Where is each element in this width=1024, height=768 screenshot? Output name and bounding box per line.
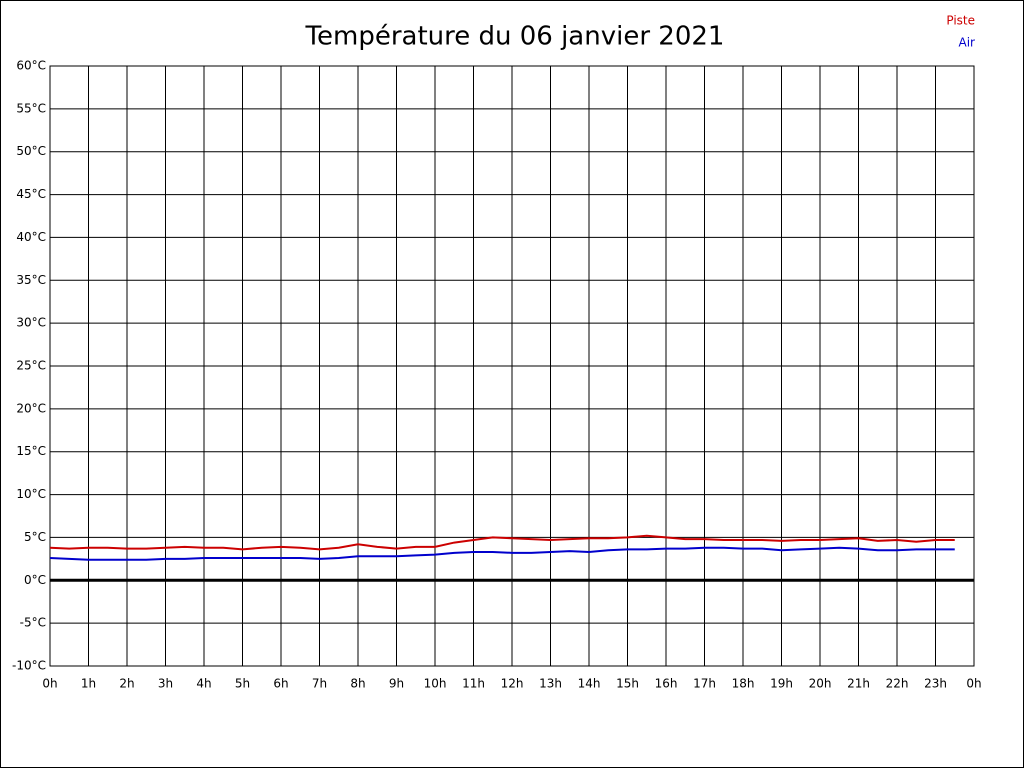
y-tick-label: 55°C bbox=[16, 101, 46, 115]
y-tick-label: -5°C bbox=[20, 616, 46, 630]
y-tick-label: 5°C bbox=[24, 530, 46, 544]
y-tick-label: 40°C bbox=[16, 230, 46, 244]
x-tick-label: 20h bbox=[809, 677, 832, 691]
series-line bbox=[49, 534, 955, 551]
x-tick-label: 8h bbox=[350, 677, 365, 691]
x-tick-label: 3h bbox=[158, 677, 173, 691]
y-tick-label: 45°C bbox=[16, 187, 46, 201]
series-line bbox=[49, 546, 955, 561]
y-tick-label: 10°C bbox=[16, 487, 46, 501]
y-tick-label: 0°C bbox=[24, 573, 46, 587]
x-tick-label: 0h bbox=[966, 677, 981, 691]
x-tick-label: 15h bbox=[616, 677, 639, 691]
x-tick-label: 18h bbox=[732, 677, 755, 691]
x-tick-label: 16h bbox=[655, 677, 678, 691]
x-tick-label: 23h bbox=[924, 677, 947, 691]
y-tick-label: 15°C bbox=[16, 444, 46, 458]
legend-label: Piste bbox=[946, 14, 975, 28]
x-tick-label: 4h bbox=[196, 677, 211, 691]
x-tick-label: 13h bbox=[539, 677, 562, 691]
x-tick-label: 12h bbox=[501, 677, 524, 691]
x-tick-label: 22h bbox=[886, 677, 909, 691]
y-tick-label: 25°C bbox=[16, 359, 46, 373]
legend-label: Air bbox=[959, 36, 976, 50]
chart-title: Température du 06 janvier 2021 bbox=[305, 22, 725, 52]
x-tick-label: 7h bbox=[312, 677, 327, 691]
y-tick-label: 50°C bbox=[16, 144, 46, 158]
x-tick-label: 10h bbox=[424, 677, 447, 691]
x-tick-label: 11h bbox=[462, 677, 485, 691]
x-tick-label: 17h bbox=[693, 677, 716, 691]
x-tick-label: 14h bbox=[578, 677, 601, 691]
y-tick-label: -10°C bbox=[12, 659, 46, 673]
x-tick-label: 5h bbox=[235, 677, 250, 691]
x-tick-label: 6h bbox=[273, 677, 288, 691]
x-tick-label: 21h bbox=[847, 677, 870, 691]
x-tick-label: 19h bbox=[770, 677, 793, 691]
y-tick-label: 20°C bbox=[16, 401, 46, 415]
x-tick-label: 0h bbox=[42, 677, 57, 691]
x-tick-label: 1h bbox=[81, 677, 96, 691]
x-tick-label: 2h bbox=[119, 677, 134, 691]
y-tick-label: 60°C bbox=[16, 59, 46, 73]
x-tick-label: 9h bbox=[389, 677, 404, 691]
y-tick-label: 35°C bbox=[16, 273, 46, 287]
y-tick-label: 30°C bbox=[16, 316, 46, 330]
